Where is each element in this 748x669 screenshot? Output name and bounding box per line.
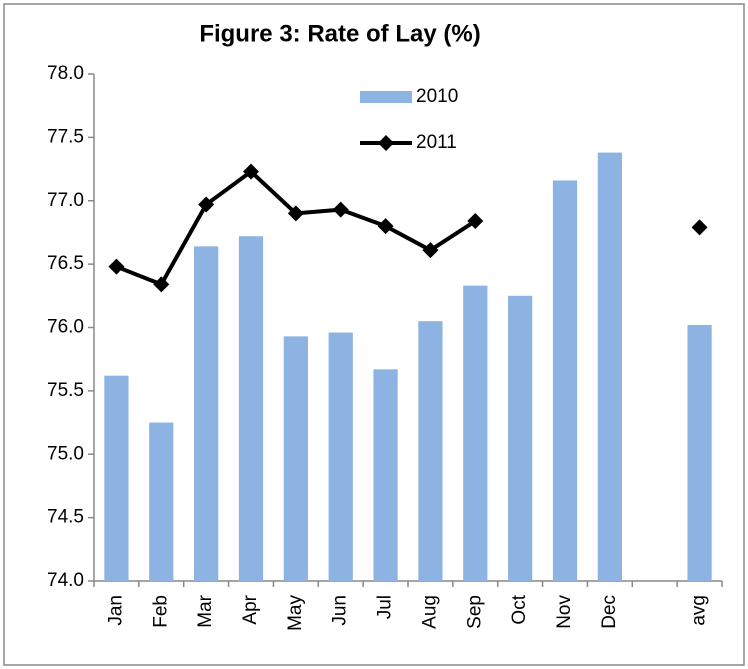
bar xyxy=(238,236,264,582)
marker xyxy=(287,205,304,222)
bar xyxy=(597,152,622,581)
y-tick-label: 77.0 xyxy=(47,190,84,211)
bar xyxy=(508,295,533,581)
marker xyxy=(243,163,259,180)
x-tick-label: May xyxy=(285,595,306,631)
y-tick-label: 77.5 xyxy=(47,126,84,147)
bar xyxy=(418,321,443,581)
x-tick-label: Mar xyxy=(195,594,216,627)
x-tick-label: Nov xyxy=(554,595,575,629)
y-tick-label: 75.0 xyxy=(47,443,84,464)
marker xyxy=(691,219,708,236)
marker xyxy=(377,218,394,235)
marker xyxy=(198,196,215,213)
y-tick-label: 74.0 xyxy=(47,570,84,591)
y-tick-label: 76.5 xyxy=(47,253,84,274)
bar xyxy=(687,324,712,581)
chart-title: Figure 3: Rate of Lay (%) xyxy=(199,20,480,47)
marker xyxy=(153,276,170,293)
legend-swatch xyxy=(360,91,412,103)
y-tick-label: 74.5 xyxy=(47,507,84,528)
marker xyxy=(108,258,125,275)
legend-marker xyxy=(378,135,394,151)
legend-label: 2011 xyxy=(416,132,457,153)
x-tick-label: Oct xyxy=(509,594,530,624)
bar xyxy=(328,332,353,581)
y-tick-label: 76.0 xyxy=(47,317,84,338)
marker xyxy=(422,242,439,259)
marker xyxy=(332,201,349,218)
x-tick-label: Jan xyxy=(105,595,126,626)
x-tick-label: Dec xyxy=(599,595,620,629)
x-tick-label: avg xyxy=(689,595,710,626)
x-tick-label: Apr xyxy=(240,594,261,624)
bar xyxy=(552,180,578,581)
bar xyxy=(149,422,174,581)
bar xyxy=(104,375,129,581)
legend-label: 2010 xyxy=(416,86,458,107)
x-tick-label: Feb xyxy=(150,595,171,628)
bar xyxy=(283,336,308,581)
marker xyxy=(467,213,484,230)
x-tick-label: Jul xyxy=(375,595,396,619)
bar xyxy=(194,246,219,581)
y-tick-label: 78.0 xyxy=(47,63,84,84)
x-tick-label: Sep xyxy=(464,595,485,629)
x-tick-label: Jun xyxy=(330,595,351,626)
x-tick-label: Aug xyxy=(419,595,440,629)
y-tick-label: 75.5 xyxy=(47,380,84,401)
bar xyxy=(463,285,488,581)
bar xyxy=(373,369,398,581)
